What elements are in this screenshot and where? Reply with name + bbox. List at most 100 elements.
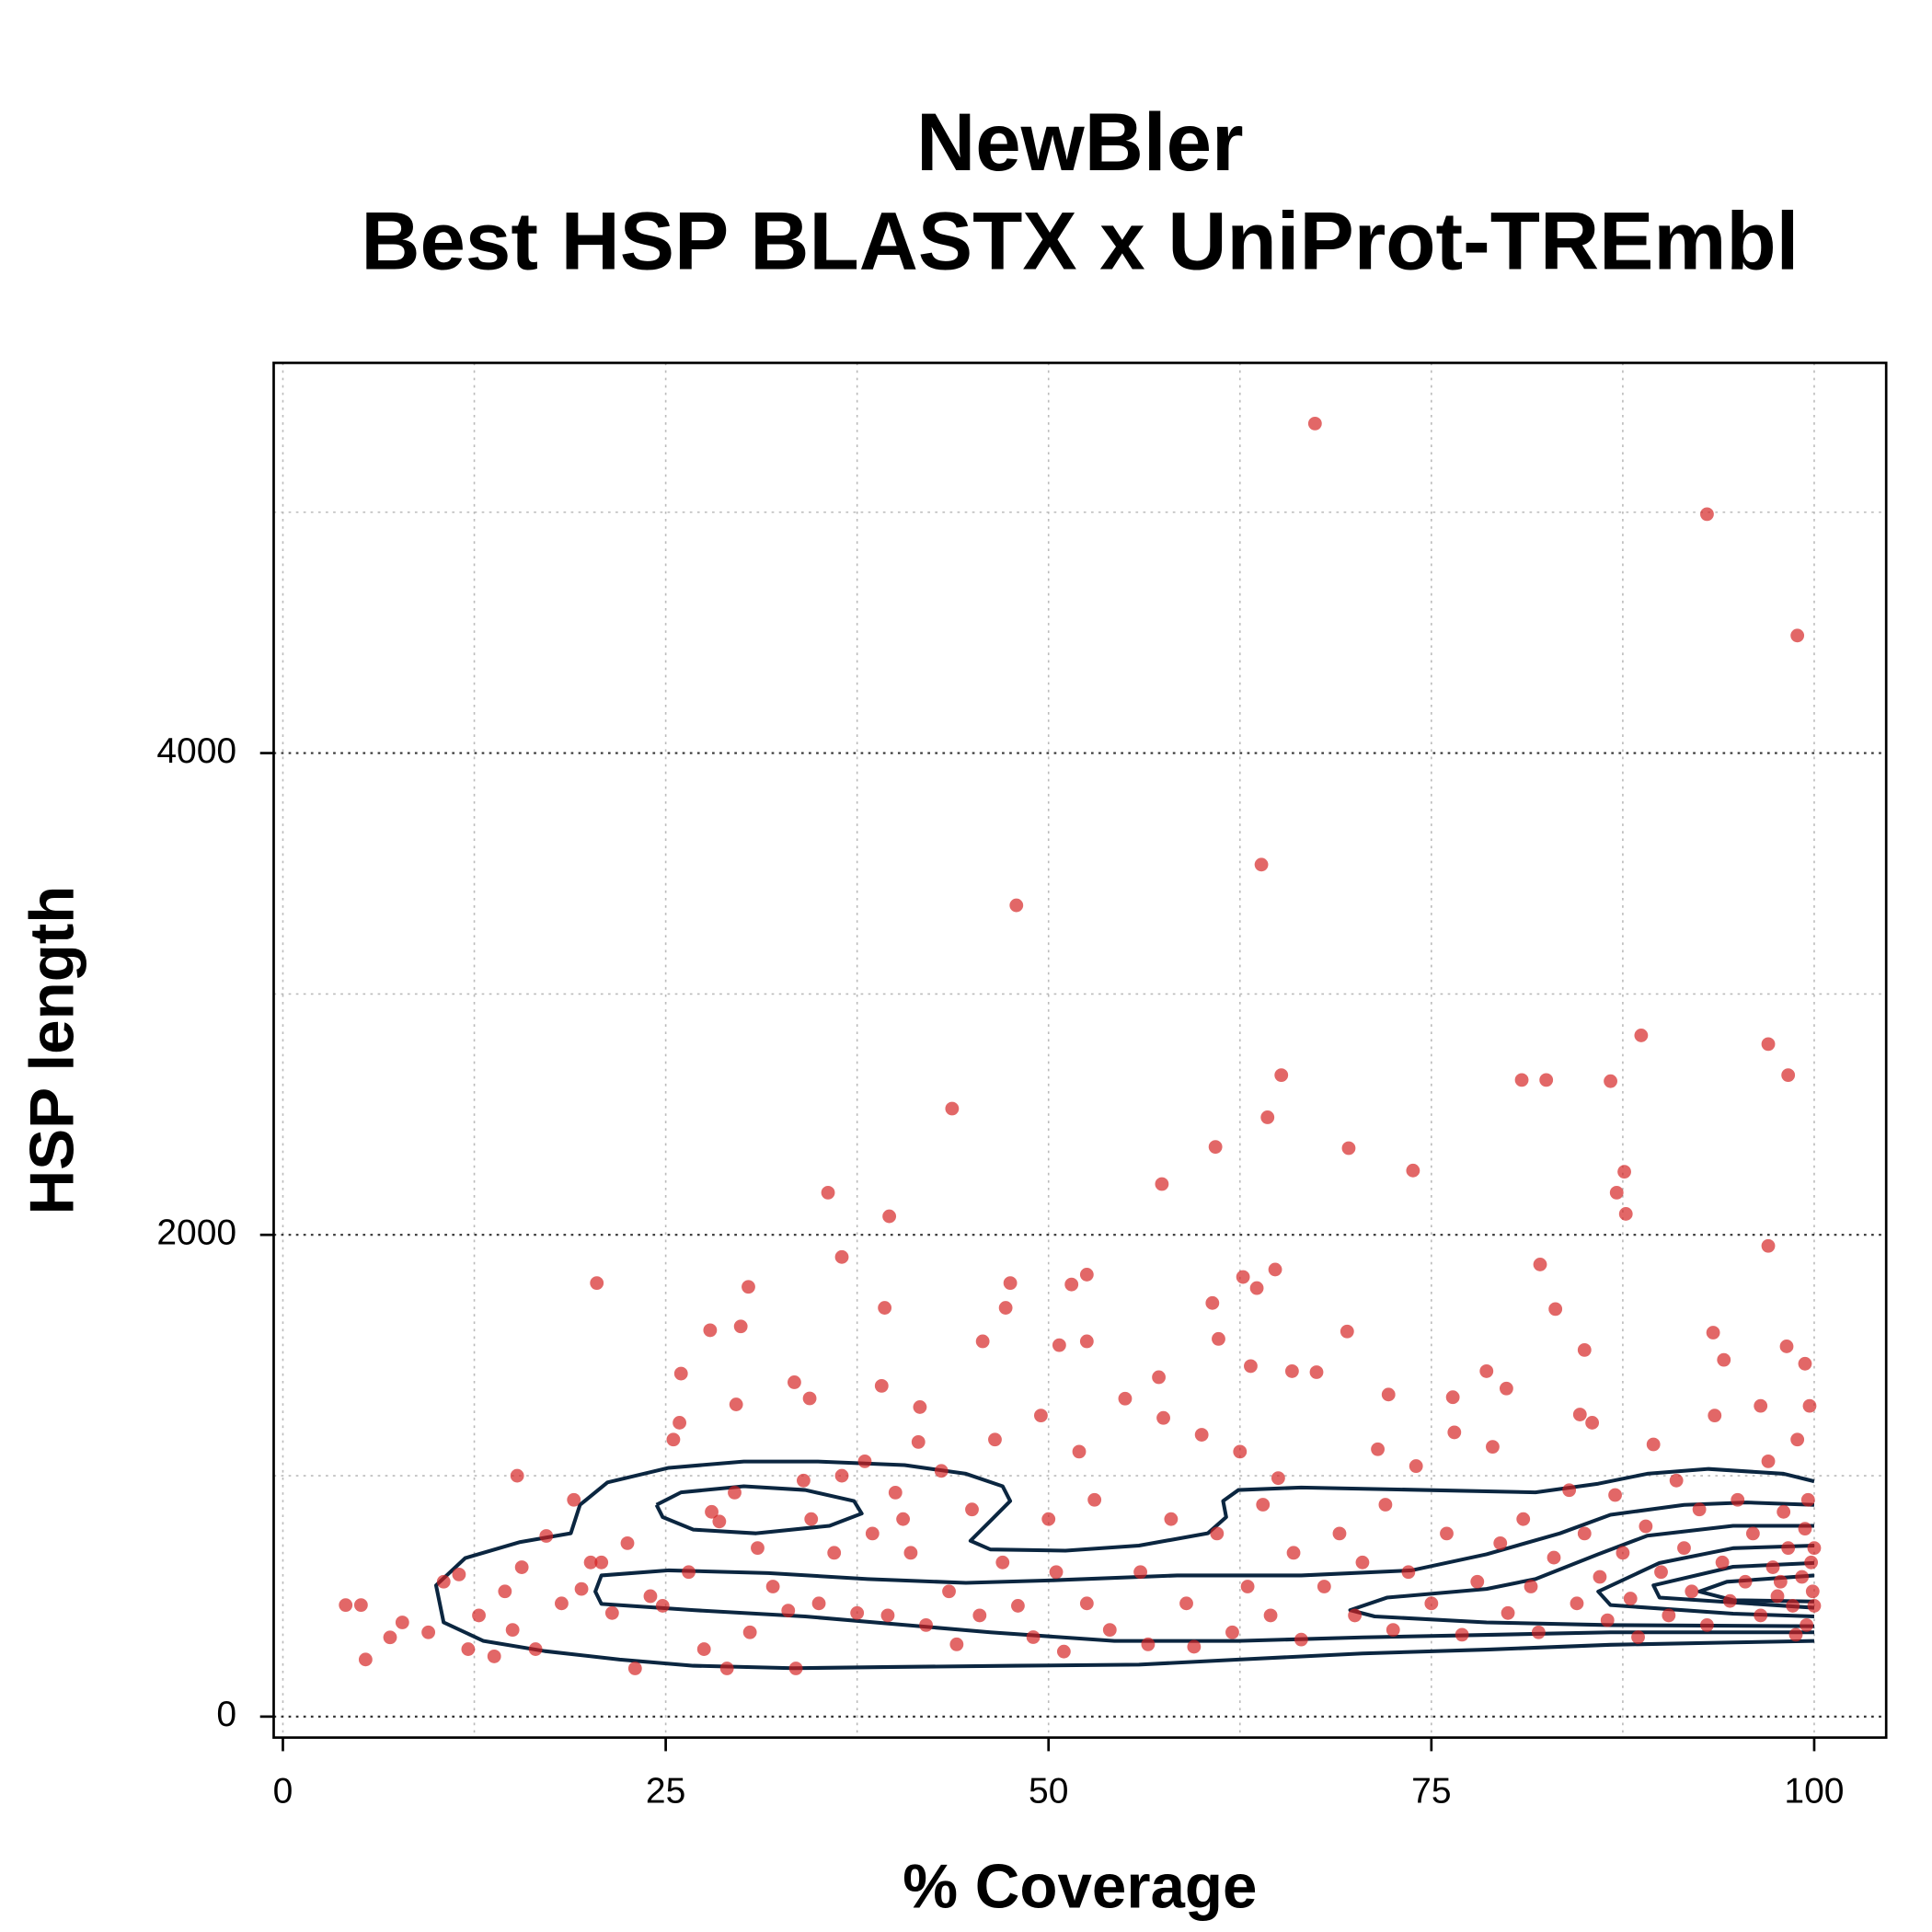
point	[719, 1662, 734, 1675]
point	[765, 1580, 780, 1593]
point	[1499, 1381, 1513, 1396]
chart-title: NewBler	[916, 97, 1243, 188]
point	[1609, 1186, 1624, 1200]
point	[1623, 1592, 1638, 1605]
point	[1381, 1387, 1396, 1402]
point	[1455, 1627, 1469, 1642]
point	[1332, 1526, 1347, 1541]
point	[874, 1378, 889, 1393]
point	[703, 1323, 718, 1338]
point	[1501, 1605, 1515, 1620]
point	[1617, 1165, 1631, 1179]
point	[913, 1400, 927, 1414]
point	[934, 1464, 949, 1478]
point	[1795, 1570, 1810, 1584]
point	[421, 1625, 436, 1639]
point	[1765, 1560, 1780, 1574]
point	[1378, 1498, 1393, 1512]
point	[865, 1526, 880, 1541]
point	[604, 1605, 619, 1620]
point	[1141, 1637, 1156, 1651]
point	[802, 1391, 817, 1406]
contour-line	[1697, 1573, 1815, 1604]
point	[1194, 1428, 1209, 1442]
point	[1256, 1498, 1271, 1512]
point	[1286, 1546, 1301, 1560]
point	[1616, 1546, 1630, 1560]
point	[1646, 1437, 1661, 1452]
point	[1754, 1398, 1768, 1413]
contour-line	[654, 1484, 864, 1535]
point	[1479, 1364, 1494, 1378]
x-tick-label: 50	[1029, 1772, 1068, 1811]
point	[972, 1608, 987, 1623]
point	[1618, 1207, 1633, 1221]
point	[742, 1280, 755, 1294]
point	[1233, 1444, 1248, 1459]
point	[505, 1623, 520, 1638]
point	[1486, 1440, 1500, 1455]
point	[1307, 416, 1322, 431]
point	[1524, 1580, 1538, 1593]
point	[574, 1581, 589, 1596]
point	[1102, 1623, 1117, 1638]
point	[1802, 1398, 1817, 1413]
point	[1572, 1408, 1587, 1421]
point	[1041, 1512, 1056, 1526]
point	[1533, 1258, 1547, 1271]
point	[1056, 1644, 1071, 1659]
point	[1447, 1425, 1462, 1440]
point	[729, 1397, 743, 1411]
point	[1781, 1541, 1796, 1556]
point	[1274, 1068, 1289, 1083]
point	[514, 1560, 529, 1574]
point	[1715, 1555, 1730, 1570]
point	[995, 1555, 1010, 1570]
point	[857, 1454, 872, 1468]
point	[1133, 1565, 1147, 1580]
point	[1723, 1593, 1737, 1608]
point	[1761, 1037, 1776, 1052]
point	[1445, 1390, 1460, 1405]
point	[1386, 1623, 1400, 1638]
point	[1164, 1512, 1179, 1526]
contour-line	[593, 1501, 1815, 1643]
point	[1662, 1608, 1676, 1623]
point	[1406, 1163, 1420, 1178]
point	[673, 1416, 686, 1430]
point	[1514, 1073, 1529, 1087]
point	[1654, 1565, 1668, 1580]
point	[1341, 1141, 1356, 1156]
point	[1052, 1338, 1066, 1352]
point	[1317, 1580, 1331, 1593]
point	[788, 1375, 801, 1389]
point	[1577, 1526, 1592, 1541]
point	[742, 1625, 757, 1639]
contour-line	[1651, 1560, 1815, 1610]
point	[1409, 1459, 1423, 1473]
point	[1692, 1502, 1707, 1517]
x-tick-label: 75	[1411, 1772, 1451, 1811]
point	[1079, 1596, 1094, 1611]
point	[788, 1662, 803, 1675]
point	[1011, 1599, 1025, 1613]
point	[821, 1186, 835, 1200]
point	[1777, 1504, 1791, 1519]
point	[487, 1650, 501, 1663]
point	[1738, 1574, 1753, 1589]
point	[353, 1598, 368, 1613]
point	[1807, 1541, 1822, 1556]
point	[827, 1546, 842, 1560]
point	[339, 1598, 353, 1613]
point	[1779, 1340, 1794, 1353]
point	[1800, 1492, 1815, 1507]
point	[1355, 1555, 1370, 1570]
point	[1800, 1617, 1814, 1632]
point	[696, 1642, 711, 1656]
point	[655, 1599, 670, 1613]
point	[1244, 1359, 1258, 1374]
point	[1631, 1630, 1645, 1644]
point	[1470, 1574, 1485, 1589]
point	[1284, 1364, 1299, 1378]
point	[1608, 1488, 1622, 1502]
